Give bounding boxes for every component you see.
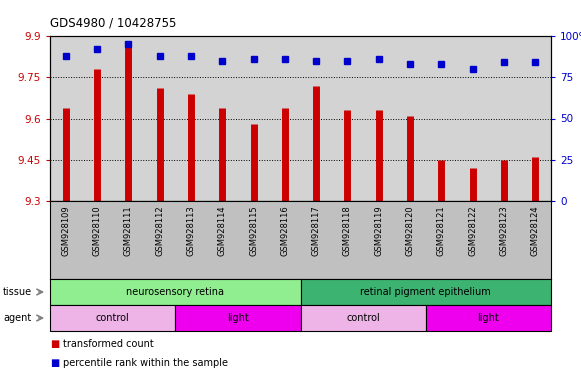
Text: agent: agent xyxy=(3,313,31,323)
Text: GSM928116: GSM928116 xyxy=(281,205,289,256)
Text: GSM928109: GSM928109 xyxy=(61,205,70,255)
Text: retinal pigment epithelium: retinal pigment epithelium xyxy=(360,287,491,297)
Text: GSM928112: GSM928112 xyxy=(155,205,164,255)
Text: GSM928124: GSM928124 xyxy=(531,205,540,255)
Text: GSM928113: GSM928113 xyxy=(187,205,195,256)
Text: ■: ■ xyxy=(50,339,59,349)
Bar xyxy=(50,279,300,305)
Bar xyxy=(426,305,551,331)
Text: GSM928115: GSM928115 xyxy=(249,205,258,255)
Text: GSM928118: GSM928118 xyxy=(343,205,352,256)
Text: GSM928117: GSM928117 xyxy=(311,205,321,256)
Text: GSM928121: GSM928121 xyxy=(437,205,446,255)
Text: transformed count: transformed count xyxy=(63,339,153,349)
Text: control: control xyxy=(96,313,130,323)
Text: GSM928122: GSM928122 xyxy=(468,205,477,255)
Text: GSM928123: GSM928123 xyxy=(500,205,508,256)
Text: GDS4980 / 10428755: GDS4980 / 10428755 xyxy=(50,17,177,30)
Bar xyxy=(300,279,551,305)
Text: light: light xyxy=(227,313,249,323)
Bar xyxy=(50,305,175,331)
Text: GSM928111: GSM928111 xyxy=(124,205,133,255)
Text: ■: ■ xyxy=(50,358,59,368)
Text: neurosensory retina: neurosensory retina xyxy=(126,287,224,297)
Text: GSM928114: GSM928114 xyxy=(218,205,227,255)
Bar xyxy=(300,305,426,331)
Bar xyxy=(175,305,300,331)
Text: light: light xyxy=(478,313,499,323)
Text: GSM928119: GSM928119 xyxy=(374,205,383,255)
Text: tissue: tissue xyxy=(3,287,32,297)
Text: percentile rank within the sample: percentile rank within the sample xyxy=(63,358,228,368)
Text: GSM928120: GSM928120 xyxy=(406,205,415,255)
Text: control: control xyxy=(346,313,380,323)
Text: GSM928110: GSM928110 xyxy=(92,205,102,255)
